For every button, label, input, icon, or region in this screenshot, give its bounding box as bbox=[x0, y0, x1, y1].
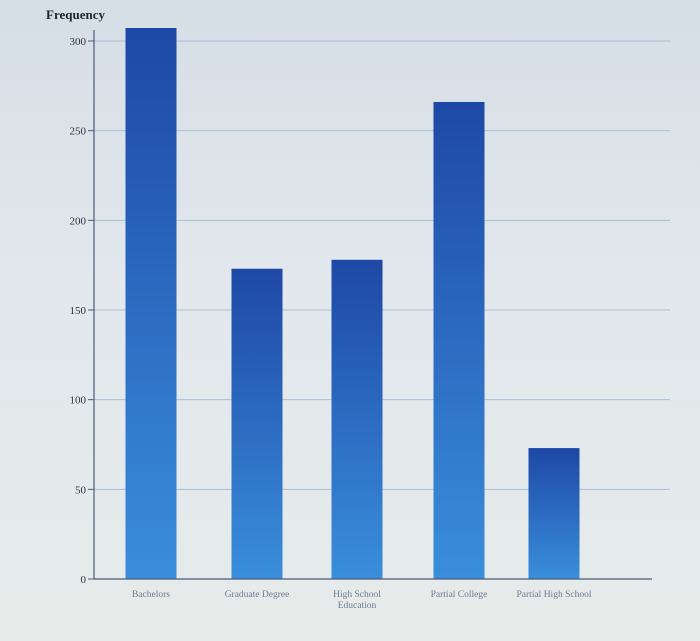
bar bbox=[125, 28, 177, 579]
y-tick-label: 50 bbox=[75, 484, 87, 496]
y-tick-label: 150 bbox=[70, 305, 87, 317]
y-axis-title: Frequency bbox=[46, 7, 105, 22]
x-category-label: Education bbox=[338, 601, 377, 611]
bar bbox=[231, 268, 283, 579]
x-category-label: High School bbox=[333, 590, 381, 600]
x-category-label: Partial College bbox=[431, 590, 488, 600]
bar bbox=[528, 448, 580, 579]
bars bbox=[125, 28, 580, 580]
x-category-labels: Bachelors Graduate Degree High SchoolEduca… bbox=[132, 590, 592, 611]
y-tick-label: 250 bbox=[70, 126, 87, 138]
x-category-label: Bachelors bbox=[132, 590, 170, 600]
bar bbox=[331, 259, 383, 579]
x-category-label: Graduate Degree bbox=[225, 590, 290, 600]
y-tick-label: 100 bbox=[70, 395, 87, 407]
axes bbox=[93, 30, 652, 580]
y-tick-label: 300 bbox=[70, 36, 87, 48]
y-tick-label: 0 bbox=[81, 574, 87, 586]
bar bbox=[433, 101, 485, 580]
x-category-label: Partial High School bbox=[517, 590, 592, 600]
y-ticks: 0 50 100 150 200 250 300 bbox=[70, 36, 94, 586]
y-tick-label: 200 bbox=[70, 215, 87, 227]
